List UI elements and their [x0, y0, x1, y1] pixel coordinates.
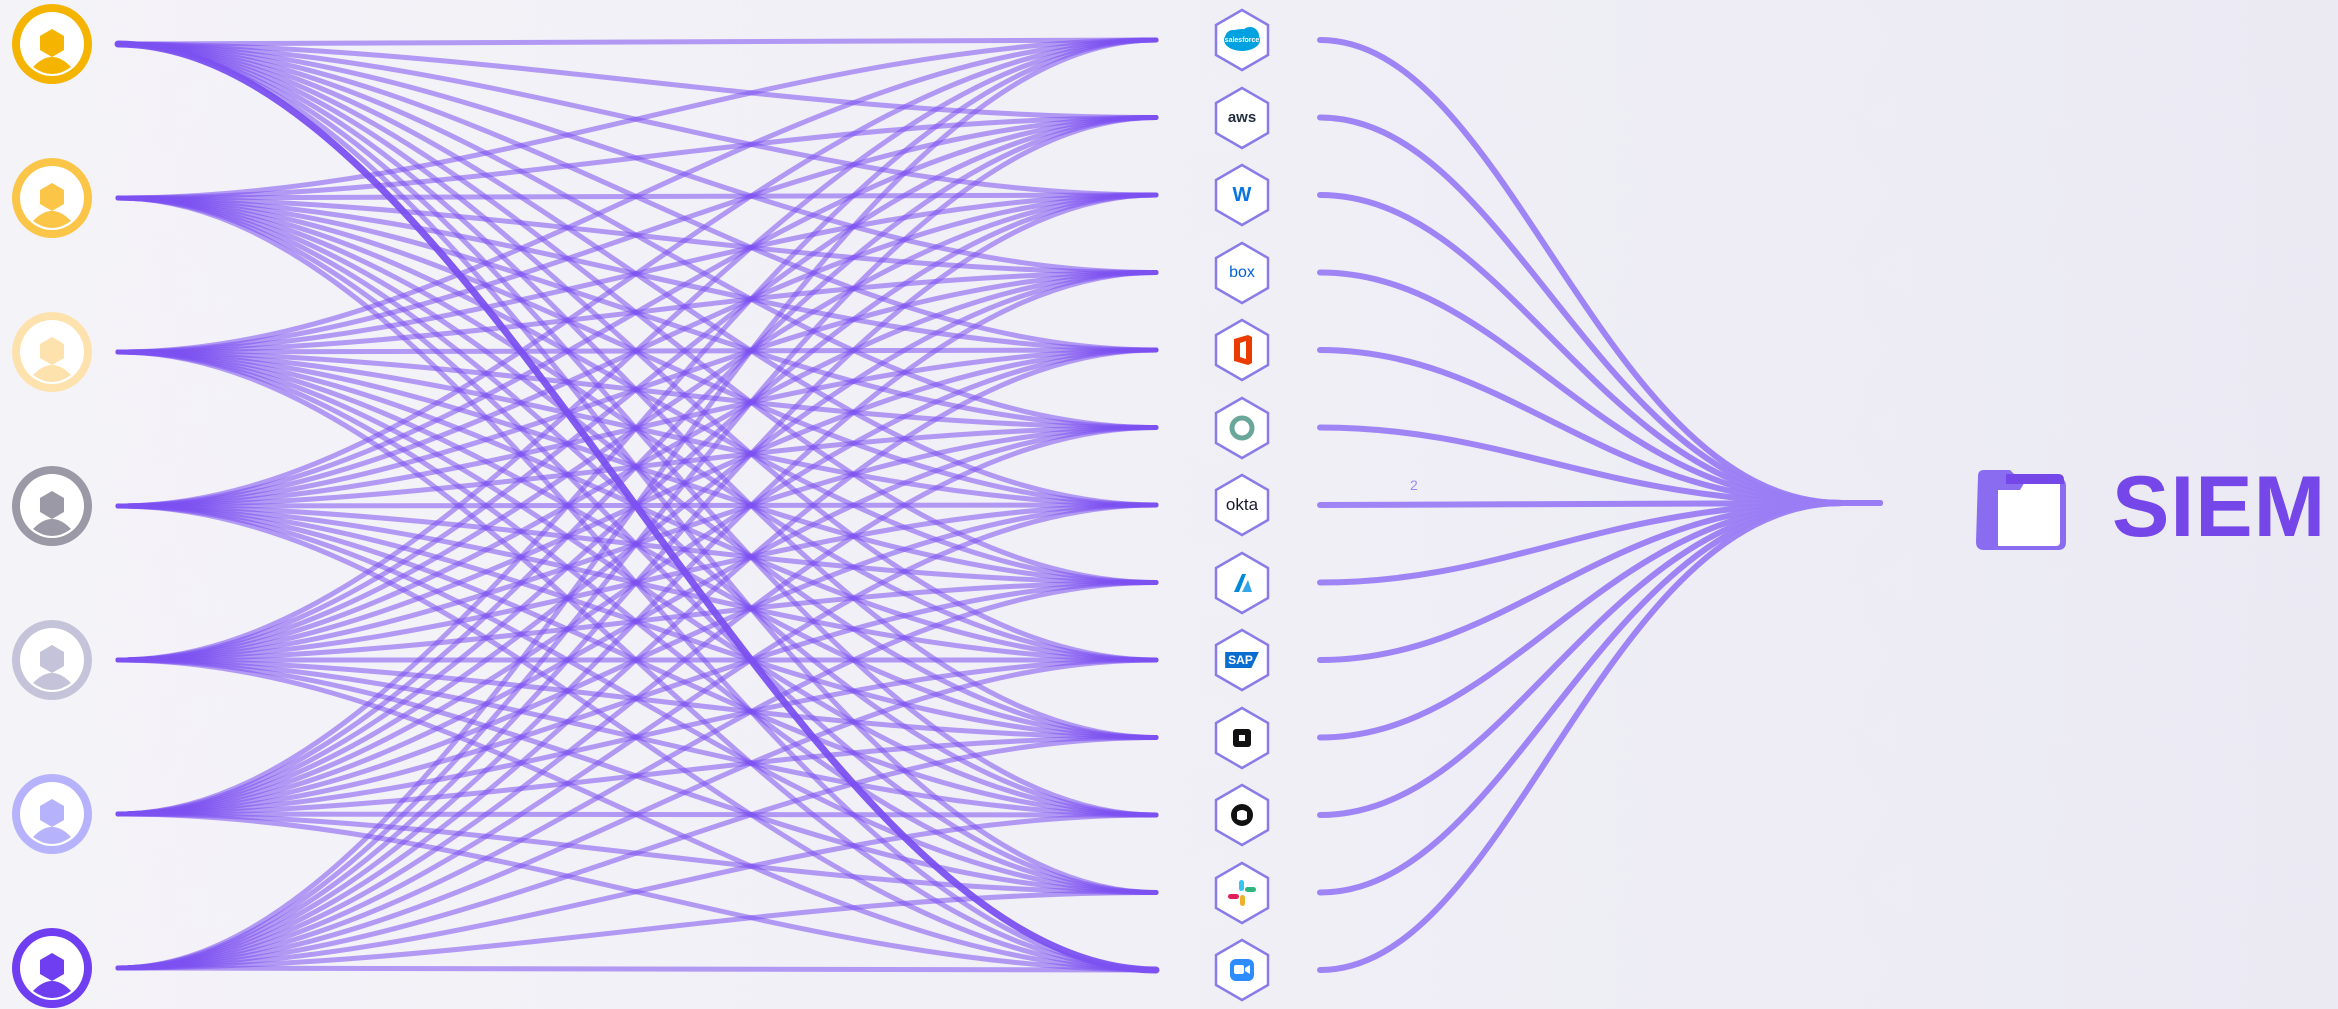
- workday-icon: [1214, 163, 1270, 227]
- app-ring-node: [1212, 395, 1272, 461]
- salesforce-node: salesforce: [1212, 7, 1272, 73]
- connection-source-7-sap: [115, 657, 1159, 971]
- slack-icon: [1214, 861, 1270, 924]
- user-hexagon-icon: [12, 774, 92, 854]
- connection-source-7-slack: [115, 890, 1159, 971]
- siem-destination: SIEM: [1970, 462, 2326, 552]
- okta-node: okta: [1212, 472, 1272, 538]
- azure-node: [1212, 550, 1272, 616]
- connection-source-5-salesforce: [115, 37, 1159, 663]
- user-hexagon-icon: [12, 620, 92, 700]
- salesforce-icon: [1214, 8, 1270, 72]
- connection-github-siem: [1317, 500, 1883, 818]
- connection-source-7-workday: [115, 192, 1159, 971]
- connection-source-7-okta: [115, 502, 1159, 971]
- folder-icon: [1976, 470, 2066, 550]
- source-7-node: [11, 927, 93, 1009]
- connection-source-7-github: [115, 812, 1159, 971]
- connection-source-7-azure: [115, 580, 1159, 971]
- edge-count-label: 2: [1410, 477, 1418, 493]
- connection-zoom-siem: [1317, 500, 1883, 973]
- connection-source-1-salesforce: [115, 37, 1159, 47]
- connection-source-7-salesforce: [115, 37, 1159, 971]
- source-app-connections: [114, 37, 1160, 974]
- connection-source-1-aws: [115, 41, 1159, 120]
- aws-icon: [1214, 86, 1270, 149]
- ring-icon: [1214, 396, 1270, 459]
- office-icon: [1214, 318, 1270, 382]
- square-node: [1212, 705, 1272, 771]
- source-2-node: [11, 157, 93, 239]
- connection-source-4-aws: [115, 115, 1159, 509]
- connection-source-6-salesforce: [115, 37, 1159, 817]
- source-6-node: [11, 773, 93, 855]
- source-1-node: [11, 3, 93, 85]
- square-icon: [1214, 706, 1270, 769]
- zoom-icon: [1214, 938, 1270, 1002]
- connection-source-4-salesforce: [115, 37, 1159, 509]
- connection-app-ring-siem: [1317, 424, 1883, 506]
- connection-source-5-aws: [115, 115, 1159, 663]
- connection-source-2-salesforce: [115, 37, 1159, 201]
- user-hexagon-icon: [12, 312, 92, 392]
- source-3-node: [11, 311, 93, 393]
- okta-icon: [1214, 473, 1270, 537]
- connection-source-2-aws: [115, 115, 1159, 201]
- user-hexagon-icon: [12, 466, 92, 546]
- box-node: box: [1212, 240, 1272, 306]
- connection-source-7-app-ring: [115, 425, 1159, 971]
- connection-source-3-salesforce: [115, 37, 1159, 355]
- user-hexagon-icon: [12, 4, 92, 84]
- source-4-node: [11, 465, 93, 547]
- sap-node: SAP: [1212, 627, 1272, 693]
- sap-icon: [1214, 628, 1270, 692]
- connection-workday-siem: [1317, 192, 1883, 506]
- connection-office-siem: [1317, 347, 1883, 506]
- connection-sap-siem: [1317, 500, 1883, 663]
- connection-source-7-aws: [115, 115, 1159, 971]
- connection-source-3-aws: [115, 115, 1159, 355]
- box-icon: [1214, 241, 1270, 304]
- github-icon: [1214, 783, 1270, 847]
- azure-icon: [1214, 551, 1270, 614]
- connection-source-7-office: [115, 347, 1159, 971]
- office-node: [1212, 317, 1272, 383]
- app-siem-connections: [1317, 37, 1883, 973]
- connection-source-6-aws: [115, 115, 1159, 817]
- connection-source-7-square: [115, 735, 1159, 971]
- user-hexagon-icon: [12, 158, 92, 238]
- zoom-node: [1212, 937, 1272, 1003]
- source-5-node: [11, 619, 93, 701]
- github-node: [1212, 782, 1272, 848]
- aws-node: aws: [1212, 85, 1272, 151]
- connection-azure-siem: [1317, 500, 1883, 586]
- siem-title: SIEM: [2112, 459, 2327, 555]
- slack-node: [1212, 860, 1272, 926]
- connection-source-7-box: [115, 270, 1159, 971]
- connection-source-7-zoom: [115, 965, 1159, 973]
- user-hexagon-icon: [12, 928, 92, 1008]
- workday-node: W: [1212, 162, 1272, 228]
